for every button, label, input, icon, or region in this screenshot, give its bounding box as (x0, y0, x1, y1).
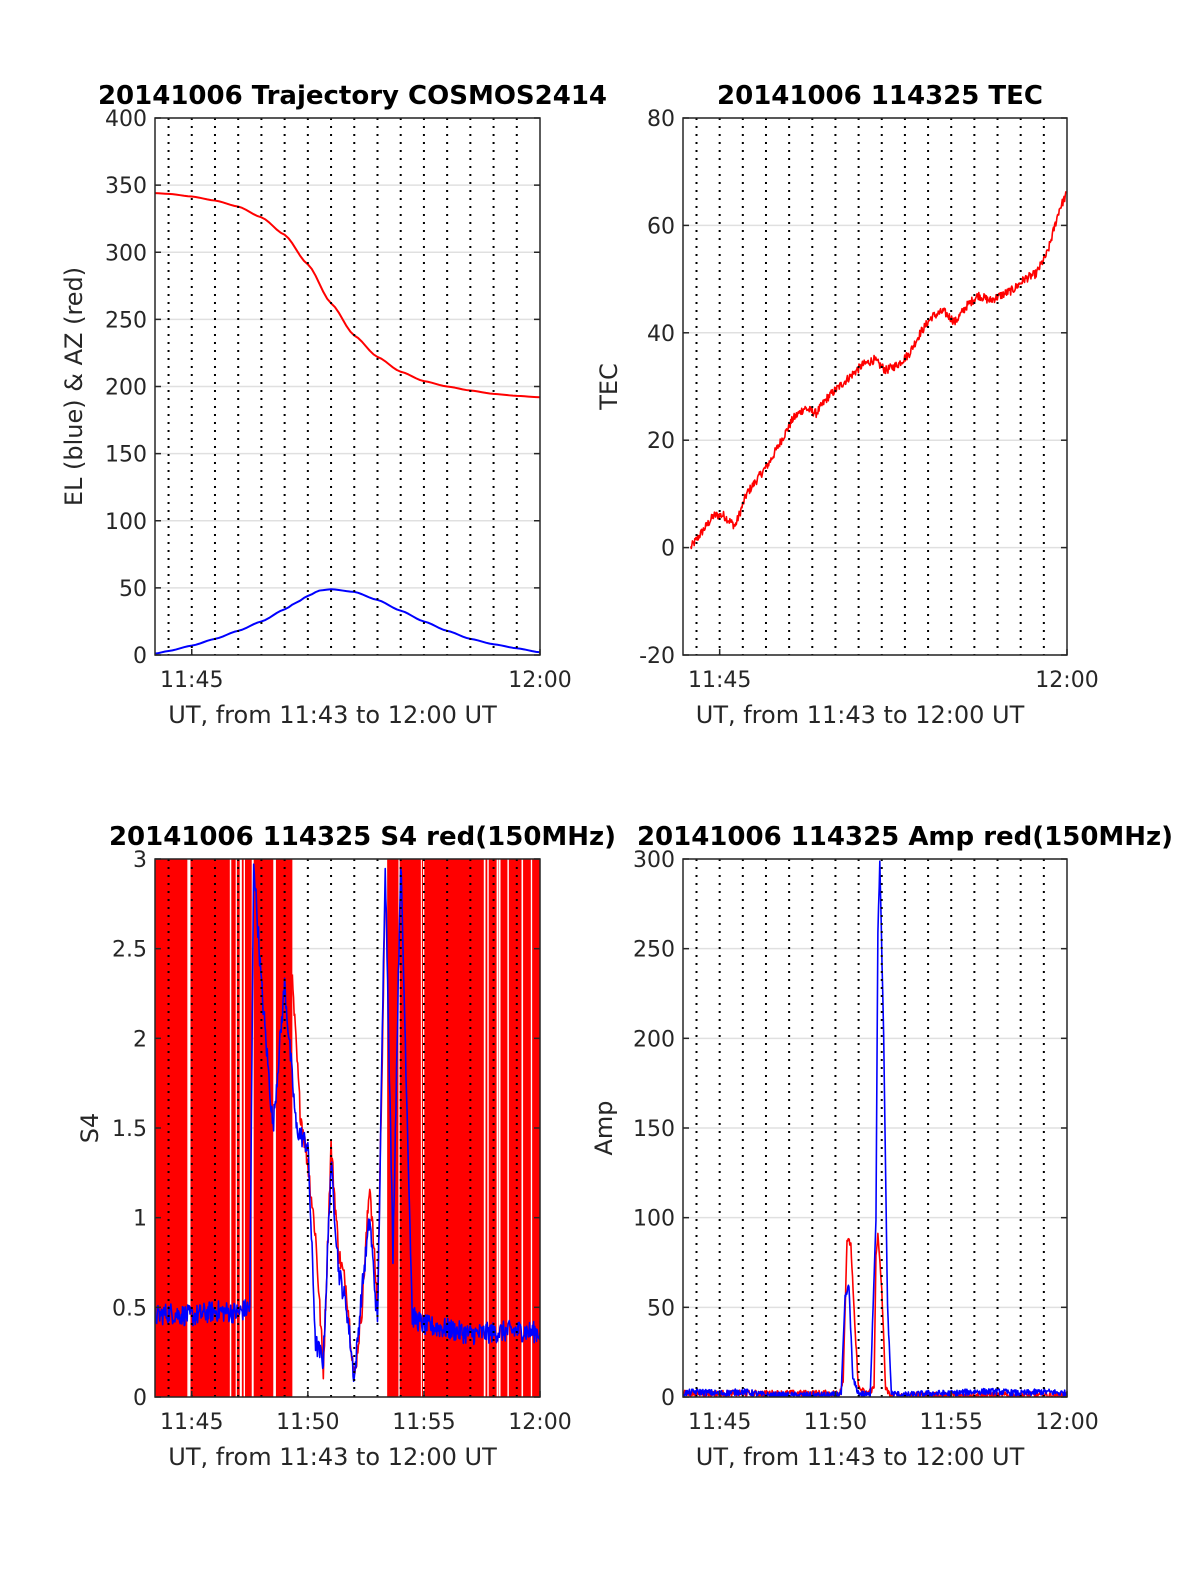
y-tick-label: 1.5 (112, 1117, 147, 1142)
y-tick-label: 50 (647, 1296, 675, 1321)
y-tick-label: 100 (105, 510, 147, 535)
series-line-amp-blue (683, 860, 1067, 1397)
plot-area (155, 192, 540, 655)
y-tick-label: 400 (105, 107, 147, 132)
x-tick-label: 11:55 (920, 1410, 983, 1435)
series-line-az (155, 192, 540, 399)
y-tick-label: 200 (633, 1027, 675, 1052)
x-tick-label: 11:45 (160, 1410, 223, 1435)
chart-title: 20141006 114325 TEC (717, 81, 1043, 111)
x-tick-label: 11:45 (160, 668, 223, 693)
series-line-s4-red (291, 894, 387, 1380)
y-tick-label: 1 (133, 1207, 147, 1232)
y-tick-label: 100 (633, 1207, 675, 1232)
y-axis-label: TEC (595, 363, 623, 411)
x-tick-label: 11:45 (688, 1410, 751, 1435)
plot-area (689, 191, 1067, 550)
chart-title: 20141006 114325 Amp red(150MHz) (637, 822, 1173, 852)
y-tick-label: 250 (105, 308, 147, 333)
y-tick-label: 350 (105, 174, 147, 199)
plot-area (683, 860, 1067, 1397)
chart-title: 20141006 Trajectory COSMOS2414 (98, 81, 607, 111)
y-tick-label: 300 (105, 241, 147, 266)
y-tick-label: 80 (647, 107, 675, 132)
chart-panel-3: 0 0.5 1 1.5 2 2.5 3 11:45 11:50 11:55 12:00 2014100… (76, 822, 616, 1471)
x-tick-label: 11:50 (804, 1410, 867, 1435)
y-tick-label: 0 (661, 1386, 675, 1411)
chart-panel-1: 0 50 100 150 200 250 300 350 400 11:45 12:00 201410… (60, 81, 607, 729)
plot-area (155, 859, 540, 1397)
y-tick-label: 60 (647, 214, 675, 239)
y-tick-label: -20 (639, 644, 675, 669)
x-tick-label: 12:00 (1035, 668, 1098, 693)
chart-panel-4: 0 50 100 150 200 250 300 11:45 11:50 11:55 12:00 20… (590, 822, 1173, 1471)
y-tick-label: 0 (133, 644, 147, 669)
x-tick-label: 11:45 (688, 668, 751, 693)
y-axis-label: EL (blue) & AZ (red) (60, 267, 88, 506)
y-tick-label: 0 (661, 537, 675, 562)
y-tick-label: 0 (133, 1386, 147, 1411)
x-axis-label: UT, from 11:43 to 12:00 UT (696, 1443, 1025, 1471)
axes-box (682, 117, 1068, 656)
y-tick-label: 300 (633, 848, 675, 873)
series-line-el (155, 588, 540, 655)
x-tick-label: 12:00 (1035, 1410, 1098, 1435)
y-tick-label: 150 (633, 1117, 675, 1142)
y-tick-label: 3 (133, 848, 147, 873)
y-axis-label: S4 (76, 1113, 104, 1144)
x-tick-label: 12:00 (508, 1410, 571, 1435)
y-tick-label: 200 (105, 376, 147, 401)
y-tick-label: 150 (105, 443, 147, 468)
y-tick-label: 250 (633, 938, 675, 963)
x-axis-label: UT, from 11:43 to 12:00 UT (168, 1443, 497, 1471)
x-tick-label: 11:55 (392, 1410, 455, 1435)
y-tick-label: 50 (119, 577, 147, 602)
y-tick-label: 0.5 (112, 1296, 147, 1321)
x-tick-label: 12:00 (508, 668, 571, 693)
series-line-tec (689, 191, 1067, 550)
series-line-s4-blue (155, 863, 540, 1383)
y-axis-label: Amp (590, 1100, 618, 1155)
chart-title: 20141006 114325 S4 red(150MHz) (109, 822, 616, 852)
chart-panel-2: -20 0 20 40 60 80 11:45 12:00 20141006 114325 TE… (595, 81, 1099, 729)
y-tick-label: 2.5 (112, 938, 147, 963)
y-tick-label: 20 (647, 429, 675, 454)
x-tick-label: 11:50 (276, 1410, 339, 1435)
x-axis-label: UT, from 11:43 to 12:00 UT (168, 701, 497, 729)
x-axis-label: UT, from 11:43 to 12:00 UT (696, 701, 1025, 729)
y-tick-label: 40 (647, 322, 675, 347)
y-tick-label: 2 (133, 1027, 147, 1052)
